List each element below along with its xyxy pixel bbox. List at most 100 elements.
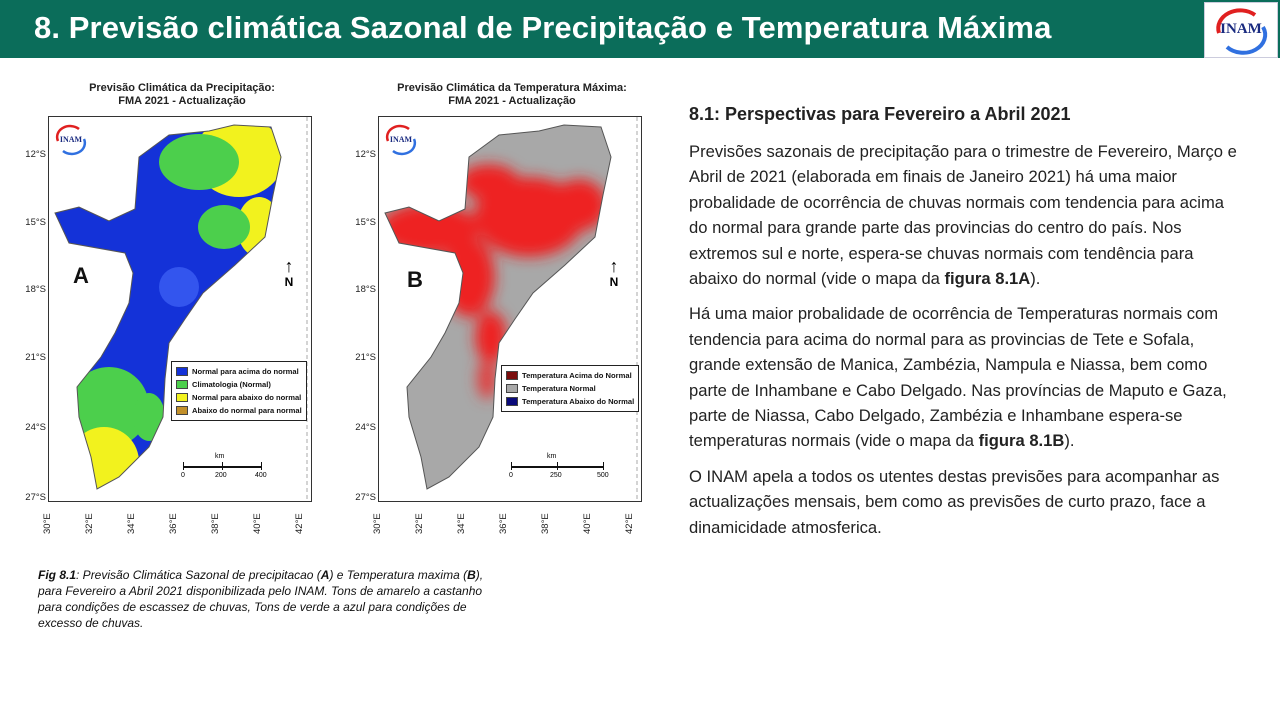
lat-label: 21°S [25, 352, 46, 363]
north-arrow: ↑ N [279, 257, 299, 289]
section-heading: 8.1: Perspectivas para Fevereiro a Abril… [689, 104, 1071, 124]
lat-label: 15°S [355, 217, 376, 228]
lon-label: 42°E [294, 513, 305, 534]
legend-item: Temperatura Acima do Normal [506, 369, 634, 382]
scale-bar: km 0 250 500 [507, 453, 609, 483]
map-title-line2: FMA 2021 - Actualização [448, 95, 576, 107]
temperature-legend: Temperatura Acima do Normal Temperatura … [501, 365, 640, 412]
map-title-line1: Previsão Climática da Precipitação: [89, 82, 275, 94]
caption-a: A [320, 568, 330, 582]
legend-item: Temperatura Abaixo do Normal [506, 395, 634, 408]
paragraph-text: ). [1030, 269, 1041, 289]
legend-swatch [506, 397, 518, 406]
precipitation-map [54, 117, 308, 501]
map-logo-text: INAM [389, 135, 413, 144]
map-panel-temperature: Previsão Climática da Temperatura Máxima… [355, 82, 646, 534]
precipitation-legend: Normal para acima do normal Climatologia… [171, 361, 307, 421]
lon-label: 32°E [414, 513, 425, 534]
paragraph-appeal: O INAM apela a todos os utentes destas p… [689, 466, 1220, 537]
text-column: 8.1: Perspectivas para Fevereiro a Abril… [689, 104, 1239, 550]
map-inam-logo: INAM [383, 123, 419, 157]
lat-label: 27°S [25, 492, 46, 503]
scale-bar: km 0 200 400 [179, 453, 269, 483]
header-bar: 8. Previsão climática Sazonal de Precipi… [0, 0, 1280, 58]
lat-label: 15°S [25, 217, 46, 228]
paragraph-text: ). [1064, 431, 1075, 451]
scale-tick: 200 [215, 472, 227, 479]
lon-label: 38°E [540, 513, 551, 534]
lon-label: 30°E [42, 513, 53, 534]
lat-label: 18°S [355, 284, 376, 295]
north-arrow-icon: ↑ [284, 256, 294, 276]
north-label: N [284, 275, 294, 289]
legend-item: Climatologia (Normal) [176, 378, 302, 391]
map-title-line1: Previsão Climática da Temperatura Máxima… [397, 82, 627, 94]
paragraph-temperature: Há uma maior probalidade de ocorrência d… [689, 301, 1239, 453]
figure-caption: Fig 8.1: Previsão Climática Sazonal de p… [38, 567, 508, 631]
lon-label: 36°E [168, 513, 179, 534]
lon-label: 34°E [126, 513, 137, 534]
map-inam-logo: INAM [53, 123, 89, 157]
map-logo-text: INAM [59, 135, 83, 144]
scale-tick: 0 [509, 472, 513, 479]
legend-label: Abaixo do normal para normal [192, 406, 302, 415]
legend-label: Normal para abaixo do normal [192, 393, 302, 402]
legend-label: Temperatura Normal [522, 384, 596, 393]
caption-text: ), para Fevereiro a Abril 2021 disponibi… [38, 568, 484, 630]
lat-label: 18°S [25, 284, 46, 295]
panel-letter-b: B [407, 267, 423, 292]
north-arrow: ↑ N [604, 257, 624, 289]
map-title-line2: FMA 2021 - Actualização [118, 95, 246, 107]
legend-swatch [176, 380, 188, 389]
lon-label: 40°E [582, 513, 593, 534]
scale-tick: 250 [550, 472, 562, 479]
logo-arrows-icon [385, 124, 417, 156]
figure-ref: figura 8.1A [944, 269, 1031, 289]
legend-item: Abaixo do normal para normal [176, 404, 302, 417]
lat-label: 12°S [25, 149, 46, 160]
caption-text: ) e Temperatura maxima ( [329, 568, 468, 582]
scale-tick: 0 [181, 472, 185, 479]
caption-text: : Previsão Climática Sazonal de precipit… [76, 568, 321, 582]
lat-label: 27°S [355, 492, 376, 503]
legend-swatch [176, 406, 188, 415]
lat-label: 21°S [355, 352, 376, 363]
legend-swatch [176, 393, 188, 402]
legend-swatch [506, 384, 518, 393]
map-title-temperature: Previsão Climática da Temperatura Máxima… [378, 82, 646, 108]
legend-label: Temperatura Acima do Normal [522, 371, 632, 380]
lon-label: 40°E [252, 513, 263, 534]
scale-unit: km [215, 453, 225, 460]
legend-item: Temperatura Normal [506, 382, 634, 395]
logo-text: INAM [1220, 21, 1262, 37]
page-title: 8. Previsão climática Sazonal de Precipi… [34, 10, 1052, 45]
logo-arrows-icon [1216, 8, 1268, 55]
paragraph-precipitation: Previsões sazonais de precipitação para … [689, 139, 1239, 291]
legend-label: Normal para acima do normal [192, 367, 299, 376]
scale-tick: 400 [255, 472, 267, 479]
map-frame: INAM B ↑ N Temperatura Acima do Normal T… [378, 116, 642, 502]
lat-label: 12°S [355, 149, 376, 160]
lat-label: 24°S [25, 422, 46, 433]
temperature-map [384, 117, 638, 501]
map-title-precipitation: Previsão Climática da Precipitação: FMA … [48, 82, 316, 108]
panel-letter-a: A [73, 263, 89, 288]
map-frame: INAM A ↑ N Normal para acima do normal C… [48, 116, 312, 502]
paragraph-text: Previsões sazonais de precipitação para … [689, 142, 1237, 289]
figure-ref: figura 8.1B [978, 431, 1065, 451]
caption-b: B [467, 568, 476, 582]
caption-prefix: Fig 8.1 [38, 568, 77, 582]
lon-label: 30°E [372, 513, 383, 534]
legend-swatch [506, 371, 518, 380]
legend-label: Climatologia (Normal) [192, 380, 271, 389]
lat-label: 24°S [355, 422, 376, 433]
paragraph-text: Há uma maior probalidade de ocorrência d… [689, 304, 1227, 451]
map-panel-precipitation: Previsão Climática da Precipitação: FMA … [25, 82, 316, 534]
legend-label: Temperatura Abaixo do Normal [522, 397, 635, 406]
scale-unit: km [547, 453, 557, 460]
logo-arrows-icon [55, 124, 87, 156]
north-label: N [609, 275, 619, 289]
north-arrow-icon: ↑ [609, 256, 619, 276]
inam-logo: INAM [1204, 2, 1278, 58]
scale-tick: 500 [597, 472, 609, 479]
